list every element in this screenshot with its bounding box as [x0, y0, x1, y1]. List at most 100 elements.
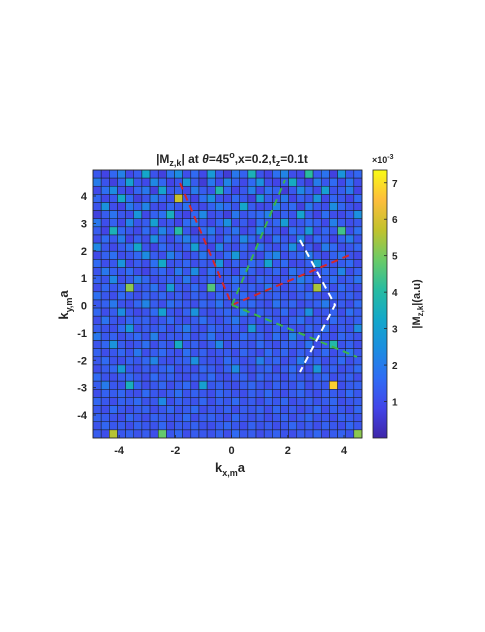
heatmap-cell — [157, 242, 167, 252]
heatmap-cell — [280, 307, 289, 317]
green-dashed-line — [231, 304, 358, 358]
heatmap-cell — [100, 242, 110, 252]
heatmap-cell — [182, 299, 192, 309]
heatmap-cell — [329, 429, 338, 439]
heatmap-cell — [353, 185, 363, 195]
heatmap-cell — [92, 185, 102, 195]
heatmap-cell — [109, 389, 118, 398]
heatmap-cell — [166, 421, 175, 431]
heatmap-cell — [125, 250, 135, 260]
heatmap-cell — [133, 405, 143, 414]
heatmap-cell — [198, 372, 208, 382]
heatmap-cell — [312, 397, 322, 406]
heatmap-cell — [190, 169, 200, 179]
heatmap-cell — [329, 315, 338, 325]
heatmap-cell — [255, 372, 265, 382]
heatmap-cell — [263, 259, 273, 268]
heatmap-cell — [337, 234, 346, 244]
heatmap-cell — [296, 348, 306, 358]
heatmap-cell — [215, 324, 224, 333]
heatmap-cell — [92, 307, 102, 317]
heatmap-cell — [125, 307, 135, 317]
heatmap-cell — [296, 218, 306, 228]
heatmap-cell — [125, 283, 135, 293]
heatmap-cell — [133, 397, 143, 406]
heatmap-cell — [141, 397, 151, 406]
heatmap-cell — [157, 324, 167, 333]
heatmap-cell — [263, 242, 273, 252]
heatmap-cell — [280, 380, 289, 390]
heatmap-cell — [312, 307, 322, 317]
heatmap-cell — [255, 202, 265, 211]
heatmap-cell — [296, 259, 306, 268]
heatmap-cell — [215, 397, 224, 406]
heatmap-cell — [141, 307, 151, 317]
heatmap-cell — [141, 340, 151, 349]
heatmap-cell — [141, 250, 151, 260]
heatmap-cell — [206, 185, 216, 195]
heatmap-cell — [117, 421, 126, 431]
colorbar-tick-label: 6 — [392, 215, 398, 226]
heatmap-cell — [92, 299, 102, 309]
heatmap-cell — [182, 332, 192, 341]
heatmap-cell — [239, 259, 249, 268]
heatmap-cell — [329, 234, 338, 244]
y-tick-label: -3 — [77, 383, 87, 395]
heatmap-cell — [312, 169, 322, 179]
heatmap-cell — [117, 283, 126, 293]
heatmap-cell — [353, 267, 363, 276]
heatmap-cell — [182, 267, 192, 276]
heatmap-cell — [312, 324, 322, 333]
heatmap-cell — [272, 250, 281, 260]
heatmap-cell — [100, 413, 110, 423]
x-tick-label: -4 — [114, 445, 125, 457]
x-tick-label: 2 — [285, 445, 291, 457]
heatmap-cell — [92, 405, 102, 414]
heatmap-cell — [198, 389, 208, 398]
heatmap-cell — [125, 267, 135, 276]
heatmap-cell — [149, 275, 159, 284]
heatmap-cell — [280, 332, 289, 341]
heatmap-cell — [263, 275, 273, 284]
heatmap-cell — [149, 315, 159, 325]
heatmap-cell — [312, 364, 322, 374]
heatmap-cell — [353, 202, 363, 211]
heatmap-cell — [198, 307, 208, 317]
heatmap-cell — [190, 299, 200, 309]
heatmap-cell — [149, 267, 159, 276]
heatmap-cell — [255, 259, 265, 268]
heatmap-cell — [133, 259, 143, 268]
heatmap-cell — [280, 372, 289, 382]
heatmap-cell — [272, 372, 281, 382]
heatmap-cell — [198, 413, 208, 423]
heatmap-cell — [215, 291, 224, 301]
heatmap-cell — [223, 234, 232, 244]
x-tick-label: 4 — [341, 445, 348, 457]
heatmap-cell — [92, 250, 102, 260]
heatmap-cell — [141, 202, 151, 211]
heatmap-cell — [280, 242, 289, 252]
heatmap-cell — [198, 267, 208, 276]
heatmap-cell — [255, 364, 265, 374]
heatmap-cell — [190, 307, 200, 317]
heatmap-cell — [329, 242, 338, 252]
heatmap-cell — [304, 291, 314, 301]
heatmap-cell — [157, 380, 167, 390]
heatmap-cell — [320, 267, 330, 276]
heatmap-cell — [133, 169, 143, 179]
heatmap-cell — [215, 380, 224, 390]
heatmap-cell — [223, 324, 232, 333]
heatmap-cell — [190, 226, 200, 236]
heatmap-cell — [125, 185, 135, 195]
heatmap-cell — [182, 356, 192, 366]
heatmap-cell — [312, 177, 322, 187]
heatmap-cell — [100, 194, 110, 203]
heatmap-cell — [247, 389, 257, 398]
heatmap-cell — [223, 340, 232, 349]
heatmap-cell — [190, 356, 200, 366]
heatmap-cell — [109, 348, 118, 358]
heatmap-cell — [182, 275, 192, 284]
heatmap-cell — [329, 380, 338, 390]
heatmap-cell — [206, 405, 216, 414]
heatmap-cell — [337, 324, 346, 333]
